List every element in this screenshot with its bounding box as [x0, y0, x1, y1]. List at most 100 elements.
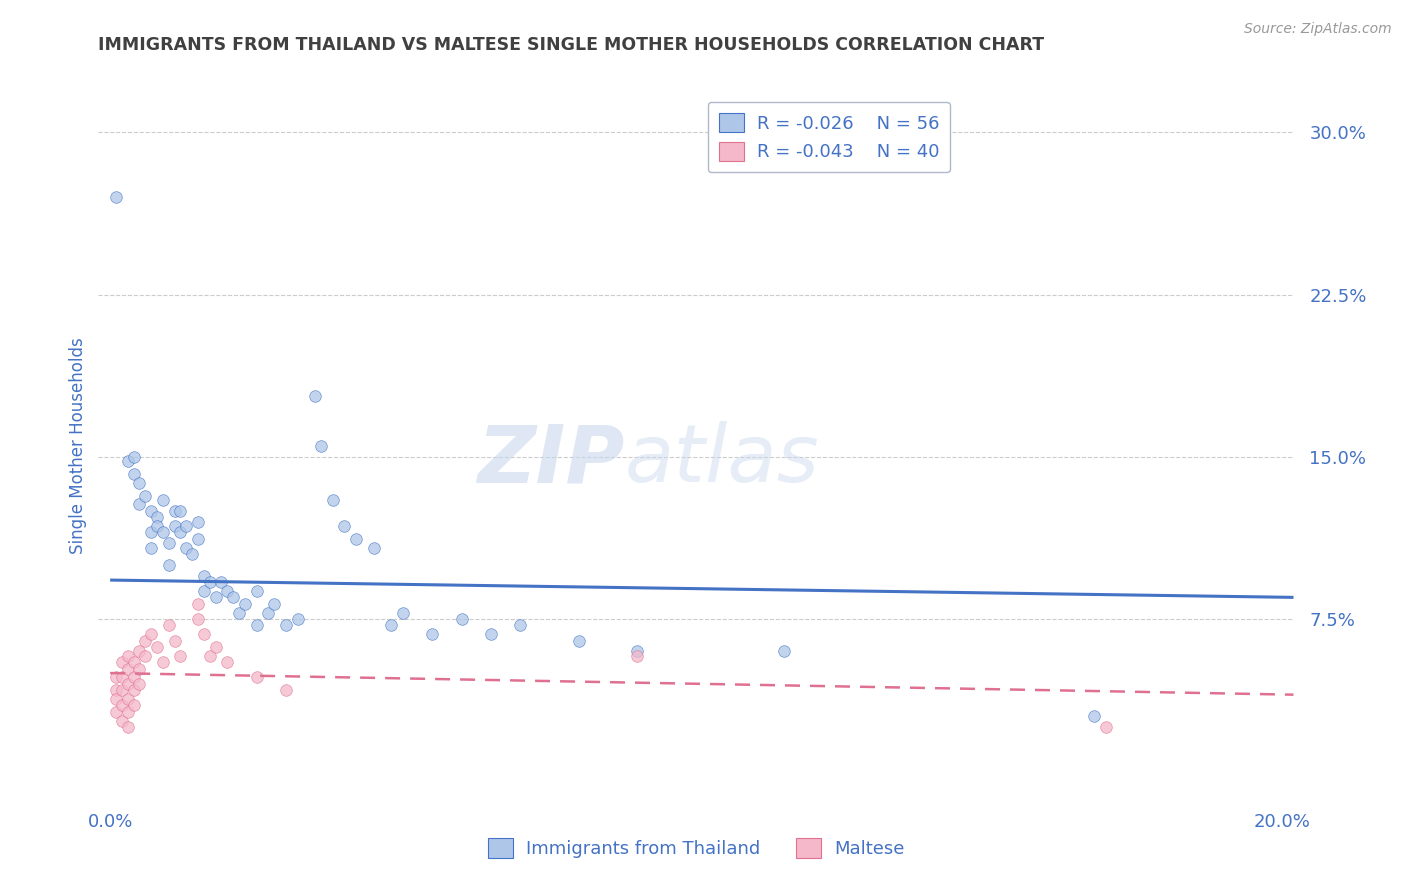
Point [228, 606, 250, 620]
Point [174, 541, 197, 555]
Point [246, 618, 269, 632]
Point [198, 575, 221, 590]
Point [193, 583, 215, 598]
Point [163, 504, 186, 518]
Point [380, 618, 402, 632]
Point [152, 655, 174, 669]
Point [363, 541, 385, 555]
Point [141, 541, 163, 555]
Point [117, 720, 139, 734]
Point [193, 568, 215, 582]
Point [122, 698, 145, 713]
Point [134, 633, 156, 648]
Point [141, 504, 163, 518]
Text: atlas: atlas [624, 421, 820, 500]
Point [287, 612, 309, 626]
Point [626, 644, 648, 658]
Point [1095, 720, 1118, 734]
Point [509, 618, 531, 632]
Point [263, 597, 285, 611]
Point [105, 692, 128, 706]
Point [246, 583, 269, 598]
Point [146, 519, 169, 533]
Text: ZIP: ZIP [477, 421, 624, 500]
Point [157, 558, 180, 572]
Point [169, 504, 191, 518]
Point [322, 493, 344, 508]
Point [568, 633, 591, 648]
Point [111, 683, 134, 698]
Point [211, 575, 233, 590]
Point [163, 633, 186, 648]
Point [141, 627, 163, 641]
Point [1083, 709, 1105, 723]
Point [217, 655, 239, 669]
Point [420, 627, 443, 641]
Point [157, 618, 180, 632]
Point [117, 662, 139, 676]
Point [181, 547, 204, 561]
Point [344, 532, 367, 546]
Point [204, 591, 226, 605]
Point [174, 519, 197, 533]
Point [773, 644, 796, 658]
Point [193, 627, 215, 641]
Point [111, 698, 134, 713]
Point [105, 705, 128, 719]
Point [117, 677, 139, 691]
Point [309, 439, 332, 453]
Point [134, 489, 156, 503]
Point [257, 606, 280, 620]
Point [187, 597, 209, 611]
Point [274, 683, 297, 698]
Point [169, 648, 191, 663]
Point [274, 618, 297, 632]
Point [141, 525, 163, 540]
Point [187, 515, 209, 529]
Point [122, 467, 145, 482]
Point [128, 644, 150, 658]
Point [217, 583, 239, 598]
Legend: Immigrants from Thailand, Maltese: Immigrants from Thailand, Maltese [481, 830, 911, 865]
Point [233, 597, 256, 611]
Point [122, 450, 145, 464]
Point [105, 683, 128, 698]
Text: IMMIGRANTS FROM THAILAND VS MALTESE SINGLE MOTHER HOUSEHOLDS CORRELATION CHART: IMMIGRANTS FROM THAILAND VS MALTESE SING… [98, 36, 1045, 54]
Point [187, 532, 209, 546]
Point [105, 670, 128, 684]
Point [111, 655, 134, 669]
Point [204, 640, 226, 654]
Point [117, 454, 139, 468]
Point [146, 510, 169, 524]
Point [450, 612, 472, 626]
Point [117, 705, 139, 719]
Point [122, 683, 145, 698]
Point [333, 519, 356, 533]
Point [163, 519, 186, 533]
Point [222, 591, 245, 605]
Text: Source: ZipAtlas.com: Source: ZipAtlas.com [1244, 22, 1392, 37]
Point [122, 655, 145, 669]
Point [198, 648, 221, 663]
Point [128, 475, 150, 490]
Point [134, 648, 156, 663]
Point [111, 714, 134, 728]
Point [626, 648, 648, 663]
Point [117, 648, 139, 663]
Point [479, 627, 502, 641]
Point [304, 389, 326, 403]
Point [111, 670, 134, 684]
Point [122, 670, 145, 684]
Point [392, 606, 415, 620]
Point [152, 525, 174, 540]
Point [128, 677, 150, 691]
Point [152, 493, 174, 508]
Y-axis label: Single Mother Households: Single Mother Households [69, 338, 87, 554]
Point [169, 525, 191, 540]
Point [157, 536, 180, 550]
Point [117, 692, 139, 706]
Point [128, 662, 150, 676]
Point [105, 190, 128, 204]
Point [246, 670, 269, 684]
Point [146, 640, 169, 654]
